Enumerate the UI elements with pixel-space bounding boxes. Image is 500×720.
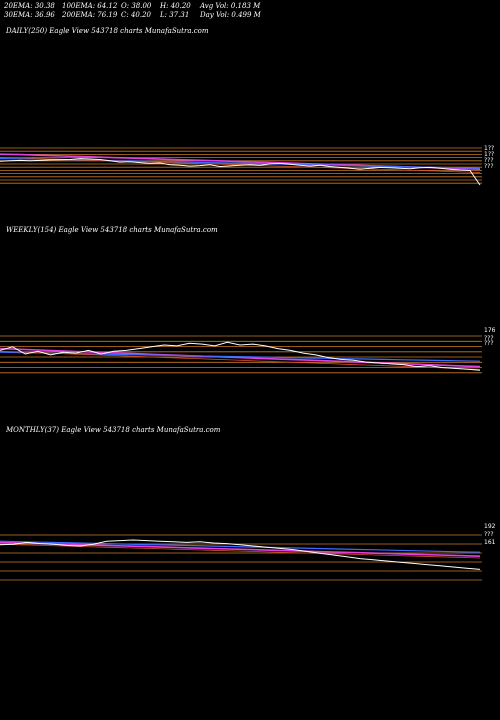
- stats-row-2: 30EMA: 36.96 200EMA: 76.19 C: 40.20 L: 37.3…: [4, 11, 261, 20]
- daily-panel-label: DAILY(250) Eagle View 543718 charts Muna…: [6, 27, 209, 35]
- stats-row-1: 20EMA: 30.38 100EMA: 64.12 O: 38.00 H: 40.2…: [4, 2, 261, 11]
- stat-avg-vol: Avg Vol: 0.183 M: [200, 2, 261, 10]
- stat-100ema: 100EMA: 64.12: [62, 2, 118, 10]
- weekly-price-label-0: 176: [484, 327, 496, 334]
- monthly-price-line: [0, 539, 481, 570]
- stats-header: 20EMA: 30.38 100EMA: 64.12 O: 38.00 H: 40.2…: [4, 2, 261, 20]
- monthly-ema-mid-line: [0, 541, 481, 557]
- stat-day-vol: Day Vol: 0.499 M: [200, 11, 261, 19]
- weekly-ema-fast-line: [0, 351, 481, 362]
- stat-20ema: 20EMA: 30.38: [4, 2, 55, 10]
- monthly-price-label-0: 192: [484, 523, 496, 530]
- daily-price-line: [0, 158, 481, 186]
- weekly-price-label-2: ???: [484, 340, 494, 347]
- weekly-ema-mid-line: [0, 347, 481, 368]
- daily-price-label-2: ???: [484, 157, 494, 164]
- daily-price-label-3: ???: [484, 163, 494, 170]
- stat-30ema: 30EMA: 36.96: [4, 11, 55, 19]
- monthly-panel-label: MONTHLY(37) Eagle View 543718 charts Mun…: [6, 426, 221, 434]
- monthly-ema-fast-line: [0, 540, 481, 553]
- stat-open: O: 38.00: [121, 2, 152, 10]
- weekly-price-line: [0, 341, 481, 371]
- weekly-panel-label: WEEKLY(154) Eagle View 543718 charts Mun…: [6, 226, 218, 234]
- weekly-ema-slow-line: [0, 350, 481, 370]
- monthly-price-label-2: 161: [484, 539, 496, 546]
- stat-high: H: 40.20: [160, 2, 191, 10]
- stat-200ema: 200EMA: 76.19: [62, 11, 118, 19]
- stat-close: C: 40.20: [121, 11, 151, 19]
- weekly-price-label-1: ???: [484, 335, 494, 342]
- daily-price-label-1: 1??: [484, 151, 494, 158]
- daily-price-label-0: 1??: [484, 145, 494, 152]
- stat-low: L: 37.31: [160, 11, 190, 19]
- monthly-price-label-1: ???: [484, 531, 494, 538]
